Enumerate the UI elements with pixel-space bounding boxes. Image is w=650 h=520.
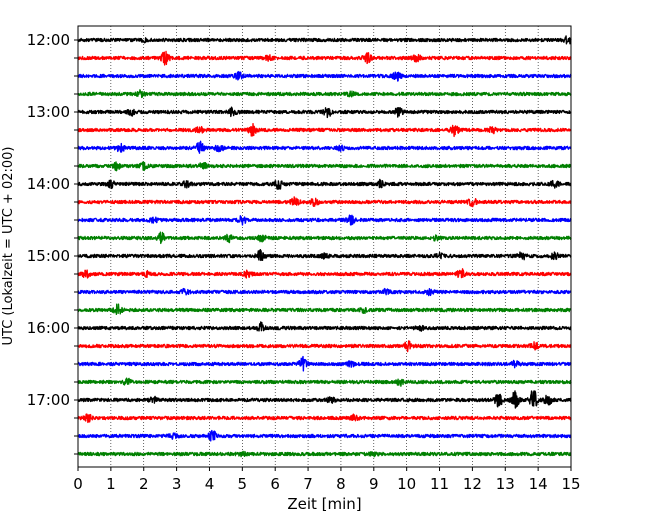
trace-line — [77, 140, 572, 154]
x-tick-label: 14 — [529, 475, 548, 493]
y-axis-ticks: 12:00 13:00 14:00 15:00 16:00 17:00 — [27, 31, 78, 455]
trace-line — [77, 35, 572, 45]
trace-line — [77, 287, 572, 297]
trace-line — [77, 248, 572, 262]
trace-line — [77, 340, 572, 353]
x-tick-label: 7 — [303, 475, 313, 493]
x-tick-label: 6 — [270, 475, 280, 493]
x-tick-label: 2 — [139, 475, 149, 493]
trace-line — [77, 123, 572, 138]
y-tick-label: 13:00 — [27, 103, 70, 121]
trace-line — [77, 377, 572, 387]
y-tick-label: 12:00 — [27, 31, 70, 49]
x-tick-label: 8 — [336, 475, 346, 493]
x-tick-label: 11 — [430, 475, 449, 493]
trace-line — [77, 429, 572, 442]
trace-line — [77, 70, 572, 82]
trace-line — [77, 50, 572, 66]
y-tick-label: 17:00 — [27, 391, 70, 409]
x-tick-label: 0 — [73, 475, 83, 493]
trace-line — [77, 450, 572, 458]
trace-line — [77, 231, 572, 245]
trace-line — [77, 413, 572, 424]
y-tick-label: 15:00 — [27, 247, 70, 265]
x-axis-ticks: 0 1 2 3 4 5 6 7 8 9 10 11 12 13 14 15 — [73, 467, 581, 493]
trace-line — [77, 196, 572, 208]
trace-line — [77, 161, 572, 172]
x-tick-label: 13 — [496, 475, 515, 493]
x-tick-label: 5 — [238, 475, 248, 493]
trace-line — [77, 321, 572, 332]
x-tick-label: 15 — [561, 475, 580, 493]
trace-line — [77, 303, 572, 316]
trace-line — [77, 268, 572, 279]
plot-frame — [77, 25, 572, 468]
y-axis-label: UTC (Lokalzeit = UTC + 02:00) — [1, 147, 16, 346]
trace-line — [77, 214, 572, 226]
x-tick-label: 4 — [205, 475, 215, 493]
trace-line — [77, 89, 572, 99]
trace-line — [77, 106, 572, 119]
x-tick-label: 9 — [369, 475, 379, 493]
y-tick-label: 14:00 — [27, 175, 70, 193]
x-tick-label: 3 — [172, 475, 182, 493]
x-tick-label: 1 — [106, 475, 116, 493]
x-tick-label: 10 — [397, 475, 416, 493]
x-axis-label: Zeit [min] — [287, 495, 361, 513]
y-tick-label: 16:00 — [27, 319, 70, 337]
trace-line — [77, 355, 572, 372]
seismic-traces — [77, 35, 572, 458]
x-tick-label: 12 — [463, 475, 482, 493]
trace-line — [77, 390, 572, 409]
trace-line — [77, 178, 572, 191]
